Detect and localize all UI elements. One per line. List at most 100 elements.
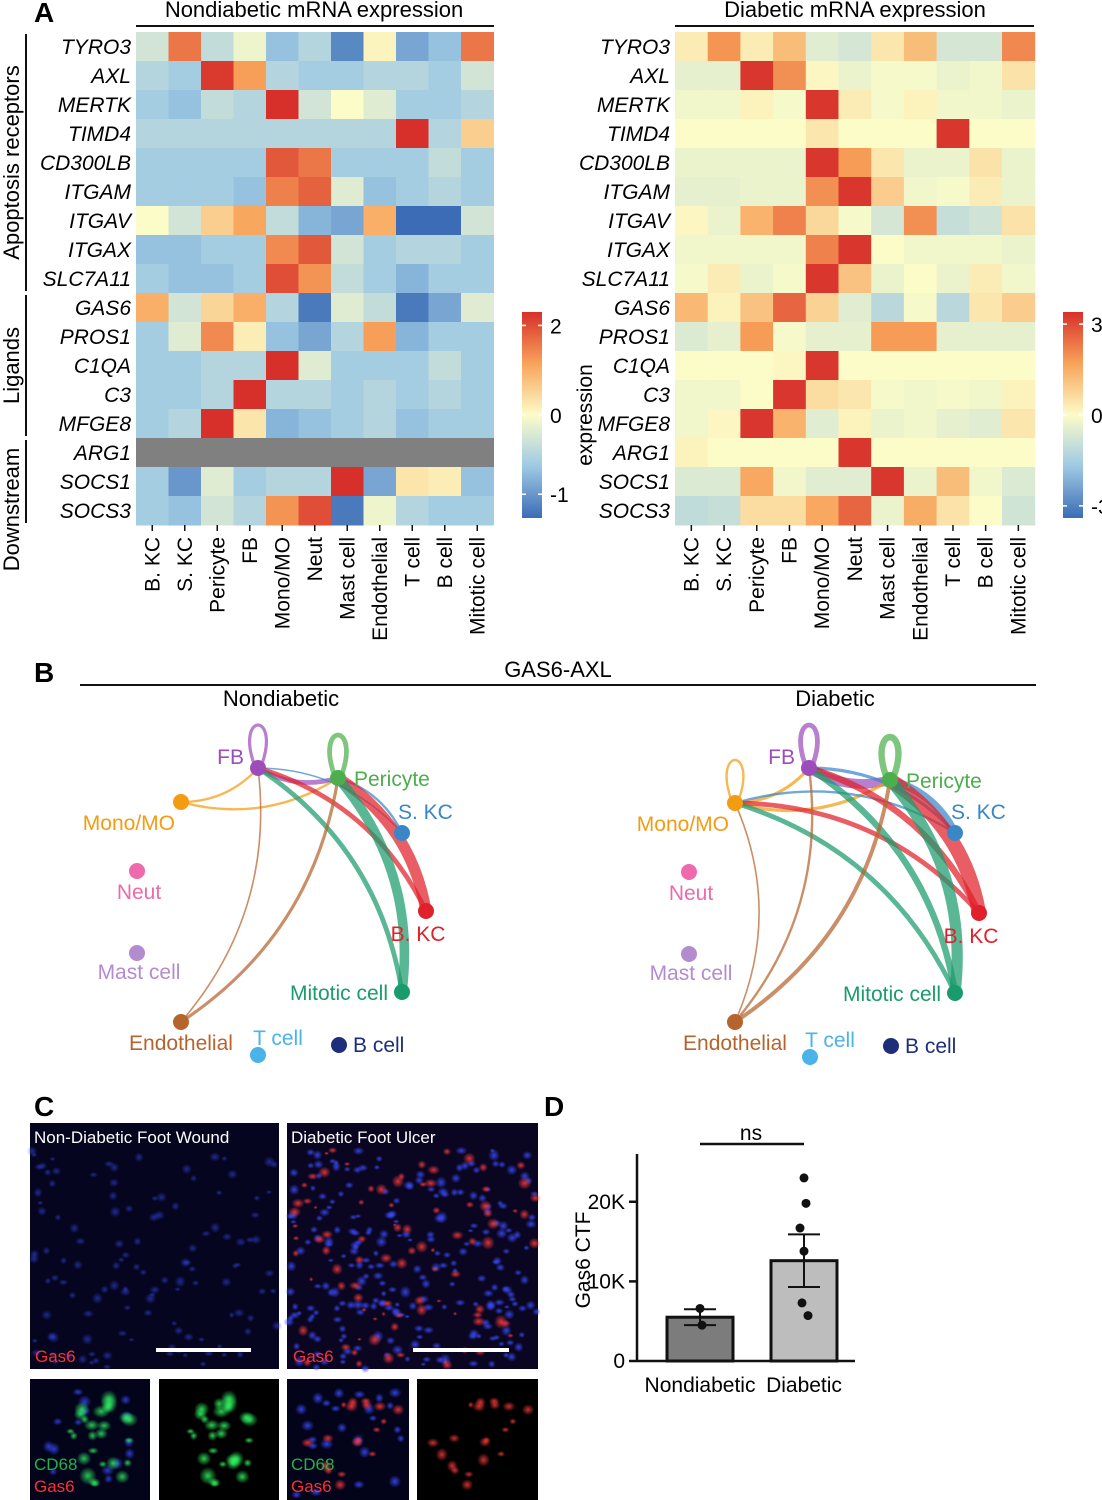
heatmap-cell [773,148,807,178]
cell-signal [489,1399,501,1410]
edge-bkc-to-fb [255,765,429,914]
heatmap-cell [773,496,807,526]
heatmap-cell [363,380,397,410]
y-tick-label: 0 [613,1350,625,1373]
cell-signal [522,1150,533,1160]
cell-signal [300,1419,315,1432]
cell-signal [427,1165,440,1175]
data-point [797,1298,807,1308]
heatmap-cell [266,380,299,410]
cell-signal [503,1309,515,1320]
row-label-cd300lb: CD300LB [579,152,670,175]
network-nondiabetic: FB Pericyte Mono/MO S. KC Neut B. KC Mast cell… [83,723,453,1063]
cell-signal [44,1277,52,1285]
heatmap-cell [1002,380,1036,410]
heatmap-cell [838,148,872,178]
heatmap-cell [1002,496,1036,526]
cell-signal [465,1201,475,1209]
heatmap-cell [396,119,429,149]
cell-signal [312,1363,321,1372]
heatmap-cell [936,177,970,207]
column-label: Mitotic cell [1007,537,1030,635]
stain-label-cd68: CD68 [291,1455,334,1474]
heatmap-cell [969,61,1003,91]
heatmap-cell [707,177,741,207]
cell-signal [143,1309,153,1317]
heatmap-cell [740,90,774,120]
cell-signal [408,1301,418,1311]
heatmap-cell [936,32,970,62]
cell-signal [430,1247,436,1253]
cell-signal [501,1426,510,1433]
heatmap-cell [363,322,397,352]
colorbar-tick-label: -1 [550,484,569,507]
cell-signal [388,1387,402,1399]
node-mitoticcell [394,984,410,1000]
heatmap-cell [168,235,202,265]
heatmap-cell [1002,32,1036,62]
network-diabetic: FB Pericyte Mono/MO S. KC Neut B. KC Mast cell… [637,722,1006,1065]
inset-diabetic-merge: CD68 Gas6 [287,1379,409,1500]
node-label: Neut [117,881,162,904]
cell-signal [46,1332,57,1341]
cell-signal [435,1356,445,1364]
heatmap-cell [805,148,839,178]
heatmap-cell [266,438,299,468]
heatmap-cell [903,32,938,62]
heatmap-cell [233,322,267,352]
cell-signal [148,1292,157,1298]
heatmap-cell [233,264,267,294]
node-label: Mono/MO [83,812,175,835]
row-label-c3: C3 [104,384,131,407]
cell-signal [498,1161,506,1169]
heatmap-title-diabetic: Diabetic mRNA expression [724,0,986,22]
heatmap-cell [363,264,397,294]
heatmap-cell [838,351,872,381]
heatmap-cell [805,438,839,468]
heatmap-cell [363,409,397,439]
cell-signal [394,1301,401,1308]
cell-signal [102,1364,112,1370]
heatmap-cell [838,235,872,265]
heatmap-cell [969,235,1003,265]
cell-signal [171,1320,178,1327]
cell-signal [92,1357,100,1365]
cell-signal [308,1277,314,1282]
heatmap-cell [1002,177,1036,207]
cell-signal [523,1245,530,1251]
cell-signal [343,1166,351,1172]
heatmap-cell [740,32,774,62]
heatmap-cell [363,90,397,120]
cell-signal [413,1324,425,1333]
heatmap-cell [298,264,332,294]
column-label: Pericyte [206,537,229,613]
cell-signal [482,1436,491,1444]
cell-signal [42,1246,51,1255]
cell-signal [433,1250,442,1257]
heatmap-cell [168,61,202,91]
heatmap-cell [740,119,774,149]
cell-signal [114,1469,130,1484]
heatmap-cell [936,409,970,439]
node-endothelial [173,1014,189,1030]
heatmap-cell [168,467,202,497]
node-label: Pericyte [354,768,430,791]
cell-signal [468,1328,480,1339]
y-axis-label: Gas6 CTF [572,1212,595,1309]
cell-signal [395,1352,406,1358]
heatmap-cell [396,61,429,91]
heatmap-cell [805,351,839,381]
column-label: Pericyte [746,537,769,613]
cell-signal [124,1204,134,1213]
cell-signal [368,1414,378,1422]
heatmap-cell [805,496,839,526]
cell-signal [462,1152,476,1165]
cell-signal [451,1230,464,1240]
cell-signal [292,1235,300,1241]
heatmap-cell [675,293,709,323]
edge-endothelial-to-fb [733,766,814,1024]
cell-signal [472,1166,481,1174]
cell-signal [231,1262,239,1270]
cell-signal [307,1172,319,1180]
cell-signal [220,1352,228,1358]
